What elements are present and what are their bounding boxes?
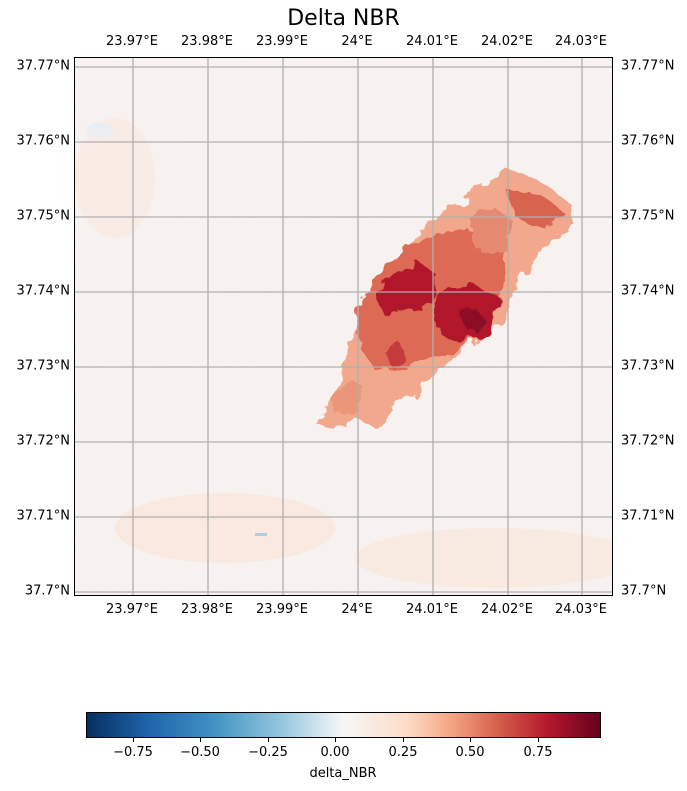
y-tick-right: 37.76°N (621, 133, 675, 149)
x-tick-bottom: 24.01°E (406, 602, 458, 617)
colorbar-tick-label: 0.25 (388, 745, 418, 760)
y-tick-right: 37.74°N (621, 283, 675, 299)
y-tick-right: 37.71°N (621, 508, 675, 524)
colorbar (86, 712, 601, 738)
y-tick-left: 37.7°N (24, 583, 70, 599)
y-tick-right: 37.7°N (621, 583, 667, 599)
gridlines (75, 58, 612, 595)
x-tick-bottom: 24.02°E (481, 602, 533, 617)
y-tick-left: 37.71°N (16, 508, 70, 524)
x-tick-top: 23.98°E (181, 34, 233, 49)
colorbar-tick (200, 738, 201, 742)
y-tick-left: 37.72°N (16, 433, 70, 449)
y-tick-right: 37.73°N (621, 358, 675, 374)
y-tick-right: 37.72°N (621, 433, 675, 449)
y-tick-left: 37.76°N (16, 133, 70, 149)
colorbar-tick (403, 738, 404, 742)
x-tick-top: 24.02°E (481, 34, 533, 49)
x-tick-top: 24°E (341, 34, 373, 49)
colorbar-tick-label: −0.75 (113, 745, 153, 760)
colorbar-tick-label: 0.50 (455, 745, 485, 760)
colorbar-tick-label: −0.25 (248, 745, 288, 760)
colorbar-tick (335, 738, 336, 742)
x-tick-bottom: 24.03°E (555, 602, 607, 617)
chart-title: Delta NBR (287, 6, 400, 31)
x-tick-bottom: 23.97°E (106, 602, 158, 617)
y-tick-right: 37.77°N (621, 58, 675, 74)
colorbar-tick-label: 0.75 (523, 745, 553, 760)
x-tick-bottom: 23.99°E (256, 602, 308, 617)
colorbar-tick-label: 0.00 (320, 745, 350, 760)
map-plot-area (74, 57, 613, 596)
colorbar-label: delta_NBR (309, 766, 377, 781)
y-tick-left: 37.74°N (16, 283, 70, 299)
colorbar-tick (470, 738, 471, 742)
colorbar-tick (538, 738, 539, 742)
x-tick-top: 23.99°E (256, 34, 308, 49)
colorbar-tick (133, 738, 134, 742)
colorbar-tick (268, 738, 269, 742)
x-tick-top: 24.03°E (555, 34, 607, 49)
x-tick-bottom: 23.98°E (181, 602, 233, 617)
y-tick-left: 37.73°N (16, 358, 70, 374)
x-tick-top: 24.01°E (406, 34, 458, 49)
colorbar-tick-label: −0.50 (180, 745, 220, 760)
x-tick-top: 23.97°E (106, 34, 158, 49)
y-tick-right: 37.75°N (621, 208, 675, 224)
y-tick-left: 37.77°N (16, 58, 70, 74)
y-tick-left: 37.75°N (16, 208, 70, 224)
delta-nbr-raster (75, 58, 612, 595)
x-tick-bottom: 24°E (341, 602, 373, 617)
